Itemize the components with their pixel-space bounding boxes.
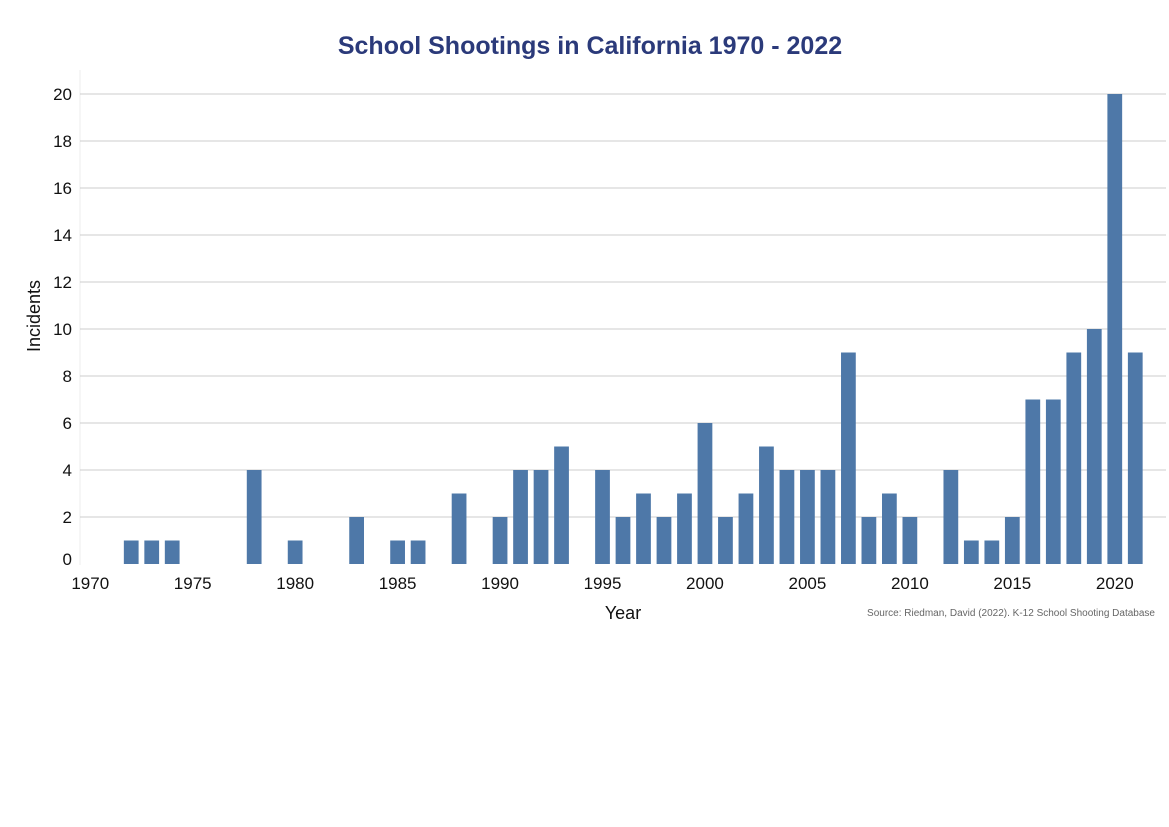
y-axis-ticks: 0 2 4 6 8 10 12 14 16 18 20: [53, 85, 72, 569]
bar-2005: [800, 470, 815, 564]
y-tick-label: 10: [53, 320, 72, 339]
x-tick-label: 1980: [276, 574, 314, 593]
y-tick-label: 2: [63, 508, 72, 527]
bar-2019: [1086, 329, 1102, 564]
bar-1995: [595, 470, 610, 564]
bar-1978: [246, 470, 262, 564]
bars: [123, 94, 1143, 564]
x-tick-label: 2010: [891, 574, 929, 593]
bar-1972: [123, 540, 139, 564]
bar-2015: [1004, 517, 1020, 564]
bar-2008: [861, 517, 877, 564]
bar-2020: [1107, 94, 1123, 564]
bar-2002: [738, 493, 754, 564]
x-tick-label: 2015: [993, 574, 1031, 593]
x-tick-label: 1975: [174, 574, 212, 593]
bar-2006: [820, 470, 836, 564]
bar-1974: [164, 540, 180, 564]
bar-1992: [533, 470, 549, 564]
bar-1993: [554, 446, 569, 564]
bar-2013: [963, 540, 979, 564]
bar-2014: [984, 540, 1000, 564]
chart-title: School Shootings in California 1970 - 20…: [338, 32, 842, 60]
x-tick-label: 1990: [481, 574, 519, 593]
y-tick-label: 16: [53, 179, 72, 198]
bar-1991: [513, 470, 528, 564]
bar-2016: [1025, 399, 1041, 564]
bar-2010: [902, 517, 918, 564]
y-tick-label: 4: [63, 461, 72, 480]
bar-2001: [718, 517, 733, 564]
bar-2012: [943, 470, 959, 564]
bar-1980: [287, 540, 303, 564]
y-tick-label: 8: [63, 367, 72, 386]
x-tick-label: 1995: [584, 574, 622, 593]
y-axis-label: Incidents: [24, 280, 44, 352]
bar-2003: [759, 446, 774, 564]
x-tick-label: 1985: [379, 574, 417, 593]
y-tick-label: 0: [63, 550, 72, 569]
bar-1986: [410, 540, 426, 564]
y-tick-label: 18: [53, 132, 72, 151]
x-tick-label: 1970: [71, 574, 109, 593]
x-tick-label: 2020: [1096, 574, 1134, 593]
bar-1983: [349, 517, 364, 564]
gridlines: [79, 70, 1166, 565]
y-tick-label: 20: [53, 85, 72, 104]
bar-2009: [882, 493, 897, 564]
bar-2007: [841, 352, 856, 564]
y-tick-label: 12: [53, 273, 72, 292]
bar-1996: [615, 517, 631, 564]
bar-1973: [144, 540, 160, 564]
bar-2000: [697, 423, 713, 564]
x-axis-label: Year: [605, 603, 641, 623]
x-tick-label: 2000: [686, 574, 724, 593]
bar-2017: [1045, 399, 1061, 564]
source-note: Source: Riedman, David (2022). K-12 Scho…: [867, 608, 1155, 619]
x-axis-ticks: 1970 1975 1980 1985 1990 1995 2000 2005 2010 2015…: [71, 574, 1133, 593]
bar-1990: [492, 517, 508, 564]
bar-1985: [390, 540, 405, 564]
y-tick-label: 6: [63, 414, 72, 433]
x-tick-label: 2005: [789, 574, 827, 593]
y-tick-label: 14: [53, 226, 72, 245]
bar-2018: [1066, 352, 1082, 564]
bar-1988: [451, 493, 467, 564]
bar-1999: [677, 493, 692, 564]
bar-1998: [656, 517, 672, 564]
bar-2021: [1127, 352, 1143, 564]
bar-1997: [636, 493, 651, 564]
bar-2004: [779, 470, 795, 564]
